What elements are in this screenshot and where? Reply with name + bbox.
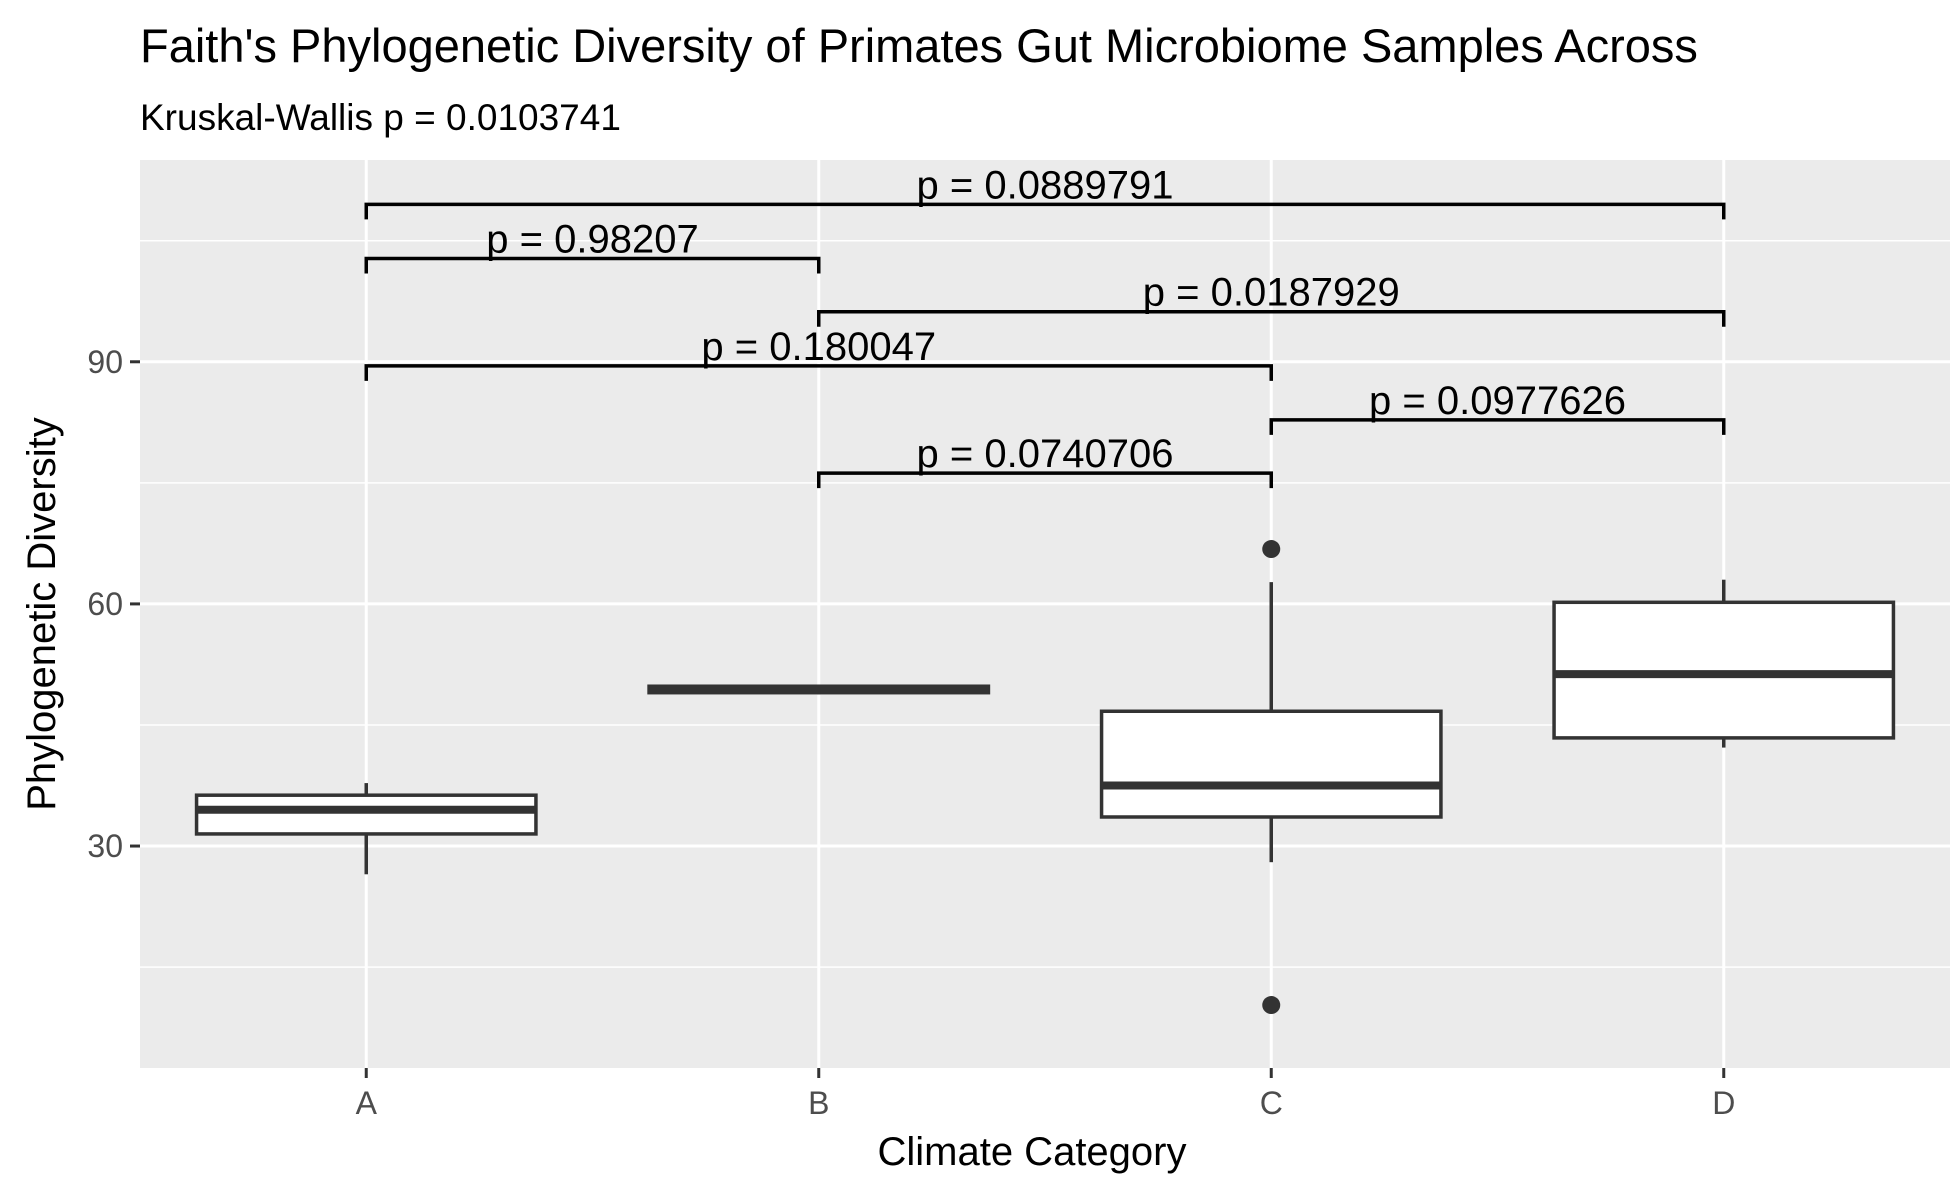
- box-C: [1099, 540, 1443, 1015]
- chart-subtitle: Kruskal-Wallis p = 0.0103741: [140, 97, 621, 138]
- y-axis-label: Phylogenetic Diversity: [20, 417, 64, 811]
- bracket-A-D: p = 0.0889791: [364, 163, 1726, 220]
- box-B: [647, 684, 991, 695]
- bracket-B-D: p = 0.0187929: [817, 271, 1726, 327]
- bracket-line: [817, 309, 1726, 327]
- box-A: [194, 783, 538, 875]
- x-axis-label: Climate Category: [877, 1130, 1186, 1174]
- x-tick-label: A: [356, 1085, 378, 1121]
- bracket-line: [364, 202, 1726, 220]
- y-tick-label: 60: [87, 586, 123, 622]
- grid-minor: [140, 239, 1950, 968]
- bracket-A-C: p = 0.180047: [364, 325, 1273, 381]
- chart-title: Faith's Phylogenetic Diversity of Primat…: [140, 19, 1698, 72]
- outlier-point: [1262, 996, 1281, 1015]
- bracket-label: p = 0.0740706: [917, 432, 1174, 476]
- boxes: [194, 540, 1896, 1015]
- bracket-line: [1269, 418, 1726, 435]
- bracket-label: p = 0.98207: [486, 217, 698, 261]
- bracket-label: p = 0.0187929: [1143, 271, 1400, 315]
- bracket-line: [817, 471, 1273, 489]
- box-D: [1552, 579, 1896, 748]
- bracket-label: p = 0.180047: [701, 325, 936, 369]
- bracket-A-B: p = 0.98207: [364, 217, 821, 274]
- bracket-C-D: p = 0.0977626: [1269, 379, 1726, 435]
- outlier-point: [1262, 540, 1281, 559]
- x-tick-label: B: [808, 1085, 829, 1121]
- box-iqr: [194, 793, 538, 836]
- bracket-B-C: p = 0.0740706: [817, 432, 1273, 489]
- y-tick-label: 90: [87, 344, 123, 380]
- y-tick-label: 30: [87, 828, 123, 864]
- x-tick-label: C: [1260, 1085, 1283, 1121]
- box-iqr: [1099, 709, 1443, 819]
- y-axis: 30 60 90: [87, 344, 140, 864]
- bracket-line: [364, 364, 1273, 381]
- comparison-brackets: p = 0.0889791 p = 0.98207 p = 0.0187929 p =…: [364, 163, 1726, 489]
- box-iqr: [1552, 600, 1896, 740]
- bracket-line: [364, 256, 821, 274]
- x-axis: A B C D: [356, 1068, 1735, 1121]
- bracket-label: p = 0.0889791: [917, 163, 1174, 207]
- bracket-label: p = 0.0977626: [1369, 379, 1626, 423]
- x-tick-label: D: [1712, 1085, 1735, 1121]
